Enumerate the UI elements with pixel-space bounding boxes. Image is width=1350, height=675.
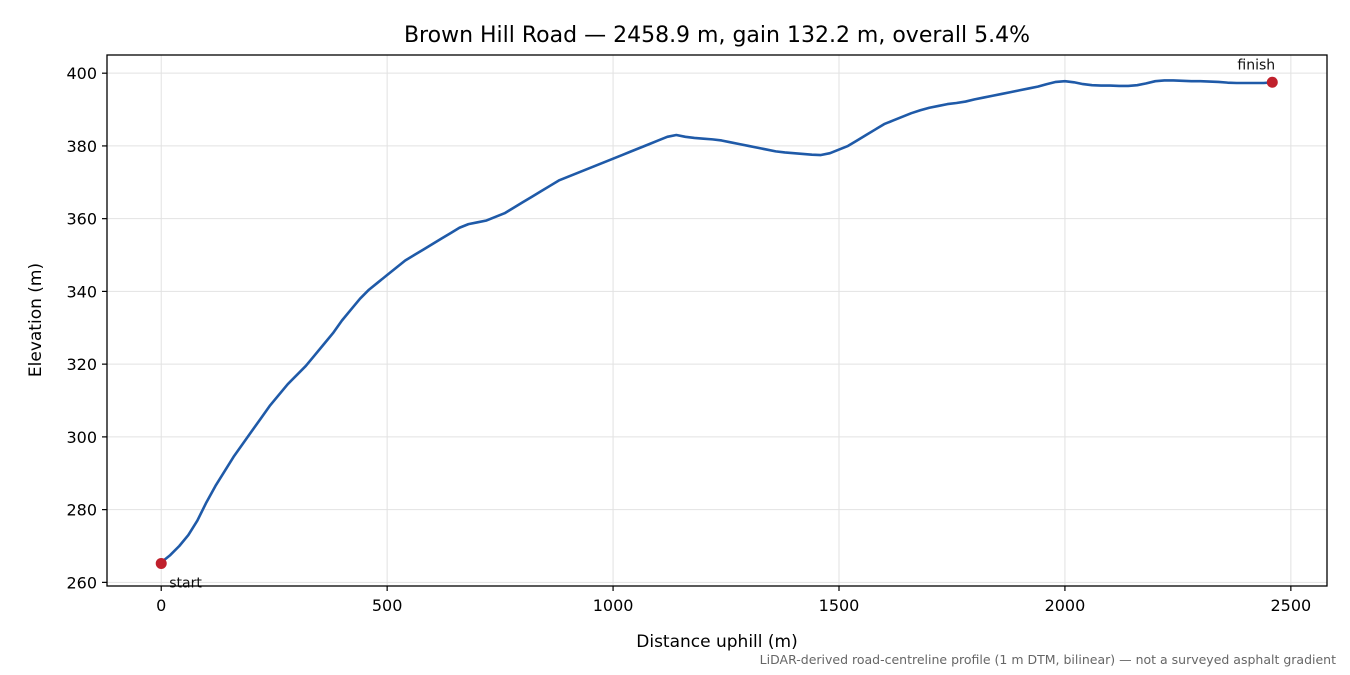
x-axis-label: Distance uphill (m) — [636, 632, 797, 652]
x-tick-label: 500 — [372, 596, 403, 615]
y-axis-ticks: 260 280 300 320 340 360 380 400 — [66, 64, 107, 592]
chart-title: Brown Hill Road — 2458.9 m, gain 132.2 m… — [404, 23, 1030, 48]
finish-label: finish — [1237, 57, 1275, 73]
y-axis-label: Elevation (m) — [26, 263, 46, 377]
footnote: LiDAR-derived road-centreline profile (1… — [760, 652, 1336, 667]
y-tick-label: 400 — [66, 64, 97, 83]
x-tick-label: 0 — [156, 596, 166, 615]
y-tick-label: 280 — [66, 501, 97, 520]
x-tick-label: 1000 — [593, 596, 634, 615]
grid — [107, 55, 1327, 586]
y-tick-label: 340 — [66, 282, 97, 301]
finish-marker — [1266, 76, 1278, 88]
x-tick-label: 2500 — [1270, 596, 1311, 615]
plot-area-frame — [106, 54, 1328, 587]
y-tick-label: 360 — [66, 210, 97, 229]
y-tick-label: 260 — [66, 573, 97, 592]
y-tick-label: 300 — [66, 428, 97, 447]
elevation-line — [160, 79, 1273, 564]
start-marker — [155, 557, 167, 569]
start-label: start — [169, 575, 202, 591]
x-axis-ticks: 0 500 1000 1500 2000 2500 — [156, 586, 1311, 615]
y-tick-label: 320 — [66, 355, 97, 374]
y-tick-label: 380 — [66, 137, 97, 156]
endpoint-markers: start finish — [155, 57, 1278, 591]
x-tick-label: 2000 — [1045, 596, 1086, 615]
x-tick-label: 1500 — [819, 596, 860, 615]
